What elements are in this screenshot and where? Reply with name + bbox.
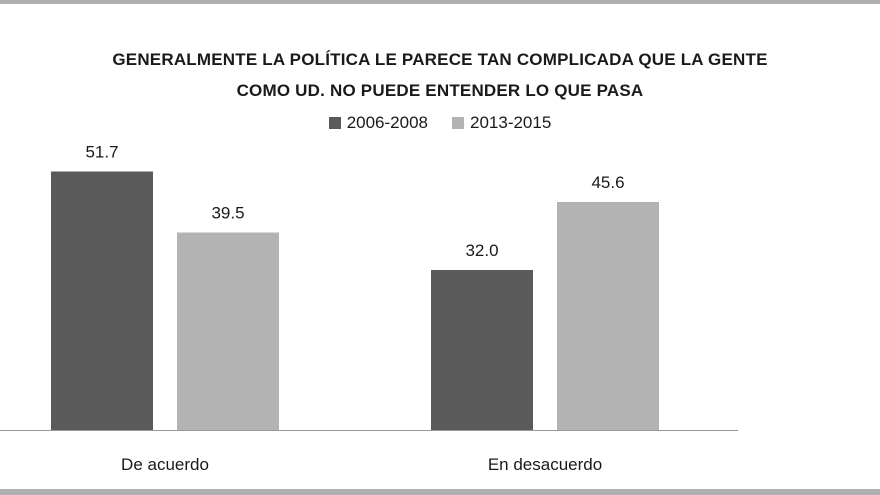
legend-label-series-2: 2013-2015: [470, 113, 552, 132]
legend-swatch-series-1: [328, 117, 341, 129]
data-label-2-2: 45.6: [591, 173, 624, 192]
x-tick-label-1: De acuerdo: [121, 455, 209, 474]
chart-legend: 2006-2008 2013-2015: [0, 113, 880, 133]
data-label-2-1: 39.5: [211, 204, 244, 223]
bar-1-2: [431, 270, 533, 430]
legend-label-series-1: 2006-2008: [346, 113, 428, 132]
bar-1-1: [51, 171, 153, 430]
data-label-1-2: 32.0: [465, 241, 498, 260]
bar-2-2: [557, 202, 659, 430]
legend-item-series-1: 2006-2008: [328, 113, 428, 133]
legend-item-series-2: 2013-2015: [452, 113, 551, 133]
legend-swatch-series-2: [452, 117, 464, 129]
chart-title-line-2: COMO UD. NO PUEDE ENTENDER LO QUE PASA: [236, 81, 644, 100]
data-label-1-1: 51.7: [85, 143, 118, 162]
bar-2-1: [177, 232, 279, 430]
x-tick-label-2: En desacuerdo: [488, 455, 602, 474]
chart-title-line-1: GENERALMENTE LA POLÍTICA LE PARECE TAN C…: [112, 50, 768, 69]
